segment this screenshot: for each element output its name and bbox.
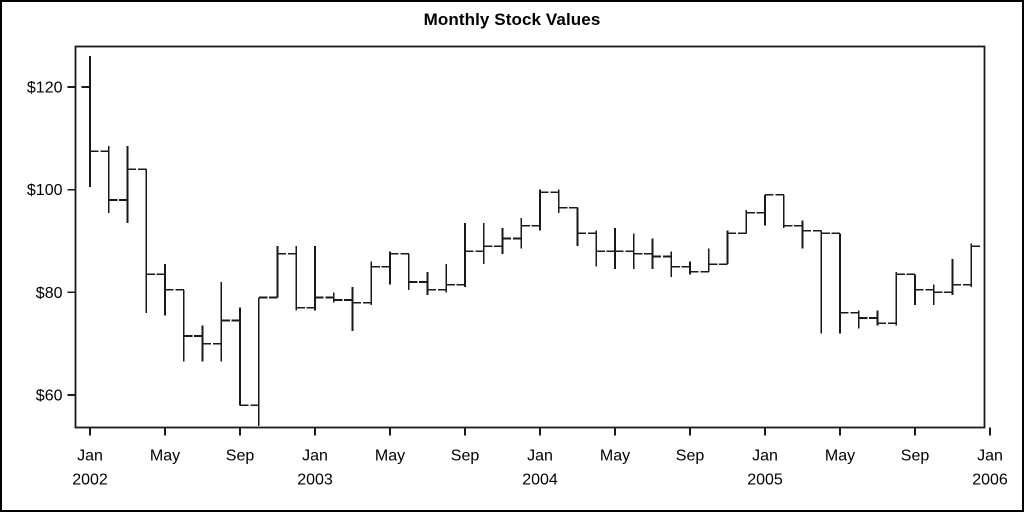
x-tick-label-month: May: [600, 448, 630, 465]
ohlc-bar: [531, 189, 549, 231]
ohlc-bar: [137, 168, 155, 313]
ohlc-bar: [794, 220, 811, 249]
ohlc-bar: [569, 206, 586, 247]
ohlc-bar: [306, 246, 324, 311]
y-tick-label: $100: [27, 182, 63, 199]
ohlc-bar: [494, 228, 511, 254]
ohlc-bar: [231, 307, 249, 407]
ohlc-bar: [925, 284, 943, 306]
ohlc-bar: [119, 146, 136, 224]
x-tick-label-month: Sep: [226, 448, 255, 465]
ohlc-bar: [212, 282, 230, 362]
ohlc-bar: [887, 271, 905, 326]
ohlc-bar: [175, 288, 193, 362]
x-tick-label-month: Sep: [901, 448, 930, 465]
y-axis-ticks: [67, 86, 76, 396]
ohlc-bar-series: [81, 56, 980, 426]
ohlc-bar: [419, 271, 436, 295]
x-tick-label-month: May: [150, 448, 180, 465]
ohlc-bar: [700, 248, 718, 273]
ohlc-bar: [381, 251, 399, 285]
ohlc-bar: [944, 258, 961, 295]
x-tick-label-month: Jan: [977, 448, 1003, 465]
ohlc-bar: [156, 264, 174, 316]
x-tick-label-month: Jan: [77, 448, 103, 465]
ohlc-bar: [644, 238, 661, 270]
ohlc-bar: [681, 261, 699, 275]
ohlc-bar: [325, 292, 343, 303]
ohlc-bar: [850, 310, 868, 329]
x-tick-label-month: Sep: [676, 448, 705, 465]
ohlc-bar: [81, 56, 99, 188]
ohlc-bar: [719, 230, 736, 265]
x-tick-label-month: Jan: [752, 448, 778, 465]
ohlc-bar: [437, 264, 455, 293]
x-tick-label-year: 2004: [522, 472, 558, 489]
ohlc-bar: [625, 233, 643, 270]
x-tick-label-year: 2002: [72, 472, 108, 489]
plot-frame: [74, 45, 986, 429]
x-axis-tick-labels: Jan 2002 May Sep Jan 2003 May Sep Jan 2004 May Sep J…: [72, 448, 1008, 489]
plot-border: [74, 45, 986, 429]
ohlc-bar: [587, 230, 605, 267]
ohlc-bar: [512, 217, 530, 249]
x-axis-ticks: [89, 427, 991, 436]
chart-title: Monthly Stock Values: [423, 10, 601, 29]
ohlc-bar: [869, 310, 886, 326]
ohlc-bar: [475, 223, 493, 265]
ohlc-bar: [906, 273, 924, 306]
x-tick-label-month: Jan: [302, 448, 328, 465]
x-tick-label-year: 2003: [297, 472, 333, 489]
ohlc-bar: [962, 243, 980, 288]
x-tick-label-month: May: [375, 448, 405, 465]
ohlc-bar: [756, 193, 774, 226]
x-tick-label-month: Sep: [451, 448, 480, 465]
ohlc-bar: [662, 251, 680, 277]
ohlc-bar: [250, 296, 268, 426]
ohlc-bar: [400, 252, 418, 290]
x-tick-label-month: Jan: [527, 448, 553, 465]
ohlc-bar: [606, 228, 624, 270]
y-axis-tick-labels: $60 $80 $100 $120: [27, 80, 63, 405]
ohlc-bar: [550, 189, 568, 213]
y-tick-label: $80: [36, 285, 63, 302]
ohlc-bar: [362, 261, 380, 306]
y-tick-label: $120: [27, 80, 63, 97]
ohlc-bar: [344, 287, 361, 331]
ohlc-bar: [775, 193, 793, 229]
x-tick-label-year: 2006: [972, 472, 1008, 489]
ohlc-bar: [456, 223, 474, 288]
x-tick-label-month: May: [825, 448, 855, 465]
y-tick-label: $60: [36, 388, 63, 405]
ohlc-bar: [831, 232, 849, 334]
ohlc-bar: [287, 246, 305, 311]
ohlc-bar: [100, 146, 118, 213]
ohlc-bar: [269, 246, 286, 299]
ohlc-bar: [194, 325, 211, 362]
x-tick-label-year: 2005: [747, 472, 783, 489]
ohlc-bar: [737, 210, 755, 235]
ohlc-bar: [812, 229, 830, 334]
